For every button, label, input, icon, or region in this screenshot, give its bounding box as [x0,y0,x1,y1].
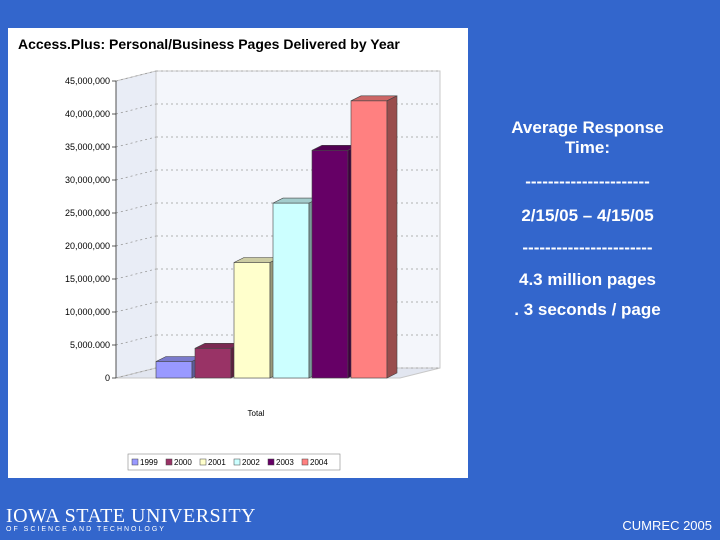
gridline-side [115,169,157,181]
bar-2002 [272,202,310,379]
conference-label: CUMREC 2005 [622,518,712,533]
legend-swatch-2001 [199,458,207,466]
y-tick-label: 25,000,000 [65,208,110,218]
chart-title: Access.Plus: Personal/Business Pages Del… [18,36,400,52]
legend-label-2001: 2001 [208,458,226,467]
pages-count: 4.3 million pages [519,270,656,289]
legend-swatch-2000 [165,458,173,466]
gridline-side [115,268,157,280]
seconds-per-page: . 3 seconds / page [514,300,661,319]
bar-2001 [233,262,271,379]
legend-label-2003: 2003 [276,458,294,467]
gridline-side [115,70,157,82]
bar-2004 [350,100,388,379]
y-tick-label: 35,000,000 [65,142,110,152]
y-tick-label: 40,000,000 [65,109,110,119]
gridline-side [115,301,157,313]
legend-swatch-2002 [233,458,241,466]
gridline-side [115,367,157,379]
gridline-side [115,334,157,346]
legend-swatch-2003 [267,458,275,466]
y-tick-label: 30,000,000 [65,175,110,185]
divider-top: ---------------------- [525,172,650,191]
legend-label-1999: 1999 [140,458,158,467]
y-tick-label: 5,000.000 [70,340,110,350]
legend-label-2004: 2004 [310,458,328,467]
y-tick-label: 10,000,000 [65,307,110,317]
y-tick-label: 45,000,000 [65,76,110,86]
gridline-side [115,136,157,148]
response-heading-line2: Time: [564,138,611,157]
x-category-label: Total [248,409,265,418]
divider-bottom: ----------------------- [522,238,653,257]
logo-sub-text: OF SCIENCE AND TECHNOLOGY [6,526,166,533]
legend-label-2000: 2000 [174,458,192,467]
y-tick-label: 15,000,000 [65,274,110,284]
bar-side-2004 [386,95,398,379]
legend-swatch-1999 [131,458,139,466]
gridline-side [115,202,157,214]
response-time-panel: Average Response Time: -----------------… [480,118,695,320]
response-heading-line1: Average Response [511,118,664,137]
side-wall [115,70,157,379]
bar-2000 [194,347,232,379]
bar-1999 [155,361,193,379]
bar-2003 [311,150,349,379]
gridline-side [115,235,157,247]
gridline-side [115,103,157,115]
logo-main-text: IOWA STATE UNIVERSITY [6,505,256,527]
y-tick-label: 0 [105,373,110,383]
university-logo: IOWA STATE UNIVERSITY OF SCIENCE AND TEC… [6,506,256,533]
date-range: 2/15/05 – 4/15/05 [521,206,654,225]
legend-swatch-2004 [301,458,309,466]
bar-chart: 45,000,000 40,000,000 35,000,000 30,000,000… [65,70,441,471]
chart-panel: Access.Plus: Personal/Business Pages Del… [8,28,468,478]
y-tick-label: 20,000,000 [65,241,110,251]
legend-label-2002: 2002 [242,458,260,467]
